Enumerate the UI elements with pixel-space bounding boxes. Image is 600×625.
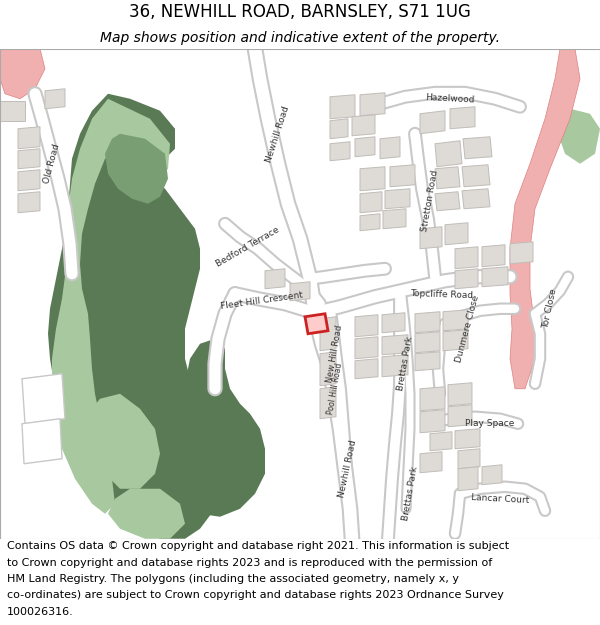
Polygon shape	[390, 165, 415, 187]
Polygon shape	[385, 189, 410, 209]
Polygon shape	[420, 111, 445, 134]
Polygon shape	[18, 170, 40, 191]
Polygon shape	[420, 387, 445, 411]
Polygon shape	[443, 310, 468, 331]
Polygon shape	[382, 312, 405, 332]
Polygon shape	[463, 137, 492, 159]
Polygon shape	[482, 245, 505, 267]
Polygon shape	[360, 167, 385, 191]
Text: Pool Hill Road: Pool Hill Road	[326, 362, 344, 416]
Polygon shape	[355, 359, 378, 379]
Polygon shape	[455, 247, 478, 269]
Text: Topcliffe Road: Topcliffe Road	[410, 289, 473, 301]
Text: 100026316.: 100026316.	[7, 607, 74, 617]
Text: Brettas Park: Brettas Park	[396, 336, 414, 392]
Text: New Hill Road: New Hill Road	[326, 324, 344, 383]
Polygon shape	[415, 332, 440, 352]
Text: Dunmere Close: Dunmere Close	[455, 294, 481, 363]
Text: Brettas Park: Brettas Park	[401, 466, 419, 522]
Polygon shape	[415, 312, 440, 332]
Polygon shape	[355, 315, 378, 337]
Text: Map shows position and indicative extent of the property.: Map shows position and indicative extent…	[100, 31, 500, 45]
Text: Play Space: Play Space	[466, 419, 515, 428]
Polygon shape	[48, 94, 215, 539]
Polygon shape	[18, 127, 40, 149]
Polygon shape	[382, 335, 408, 355]
Polygon shape	[420, 410, 445, 432]
Polygon shape	[90, 394, 160, 489]
Polygon shape	[415, 352, 440, 371]
Text: Contains OS data © Crown copyright and database right 2021. This information is : Contains OS data © Crown copyright and d…	[7, 541, 509, 551]
Polygon shape	[435, 141, 462, 167]
Polygon shape	[510, 49, 580, 389]
Polygon shape	[265, 269, 285, 289]
Polygon shape	[448, 405, 472, 427]
Polygon shape	[18, 149, 40, 169]
Text: Hazelwood: Hazelwood	[425, 93, 475, 104]
Polygon shape	[355, 337, 378, 359]
Text: 36, NEWHILL ROAD, BARNSLEY, S71 1UG: 36, NEWHILL ROAD, BARNSLEY, S71 1UG	[129, 3, 471, 21]
Polygon shape	[458, 467, 478, 491]
Polygon shape	[320, 317, 336, 351]
Polygon shape	[430, 432, 452, 451]
Polygon shape	[290, 282, 310, 301]
Polygon shape	[22, 419, 62, 464]
Text: Newhill Road: Newhill Road	[337, 439, 359, 499]
Polygon shape	[558, 109, 600, 164]
Polygon shape	[450, 107, 475, 129]
Polygon shape	[105, 134, 168, 204]
Polygon shape	[180, 339, 265, 517]
Polygon shape	[510, 242, 533, 264]
Polygon shape	[45, 89, 65, 109]
Polygon shape	[0, 101, 25, 121]
Polygon shape	[455, 269, 478, 289]
Text: HM Land Registry. The polygons (including the associated geometry, namely x, y: HM Land Registry. The polygons (includin…	[7, 574, 459, 584]
Polygon shape	[448, 382, 472, 406]
Polygon shape	[360, 192, 382, 213]
Polygon shape	[435, 192, 460, 211]
Polygon shape	[462, 189, 490, 209]
Polygon shape	[330, 95, 355, 119]
Polygon shape	[455, 429, 480, 449]
Text: Newhill Road: Newhill Road	[265, 104, 292, 163]
Polygon shape	[420, 452, 442, 472]
Polygon shape	[382, 355, 408, 377]
Text: to Crown copyright and database rights 2023 and is reproduced with the permissio: to Crown copyright and database rights 2…	[7, 558, 493, 568]
Text: Lancar Court: Lancar Court	[470, 492, 529, 505]
Polygon shape	[52, 99, 170, 514]
Polygon shape	[482, 465, 502, 485]
Polygon shape	[360, 214, 380, 231]
Text: Bedford Terrace: Bedford Terrace	[215, 225, 281, 269]
Polygon shape	[443, 330, 468, 351]
Polygon shape	[305, 314, 328, 334]
Polygon shape	[482, 267, 508, 287]
Text: Tor Close: Tor Close	[541, 288, 559, 329]
Polygon shape	[445, 222, 468, 245]
Polygon shape	[462, 165, 490, 187]
Polygon shape	[355, 137, 375, 157]
Polygon shape	[458, 449, 480, 469]
Polygon shape	[360, 92, 385, 116]
Polygon shape	[330, 119, 348, 139]
Polygon shape	[320, 387, 336, 419]
Polygon shape	[420, 227, 442, 249]
Text: Stretton Road: Stretton Road	[420, 169, 440, 232]
Text: co-ordinates) are subject to Crown copyright and database rights 2023 Ordnance S: co-ordinates) are subject to Crown copyr…	[7, 591, 504, 601]
Polygon shape	[108, 489, 185, 539]
Polygon shape	[380, 137, 400, 159]
Text: Old Road: Old Road	[43, 143, 62, 184]
Polygon shape	[320, 352, 336, 386]
Text: Fleet Hill Crescent: Fleet Hill Crescent	[220, 291, 304, 311]
Polygon shape	[0, 49, 45, 99]
Polygon shape	[330, 142, 350, 161]
Polygon shape	[18, 192, 40, 213]
Polygon shape	[435, 167, 460, 189]
Polygon shape	[383, 209, 406, 229]
Polygon shape	[22, 374, 65, 424]
Polygon shape	[352, 115, 375, 136]
